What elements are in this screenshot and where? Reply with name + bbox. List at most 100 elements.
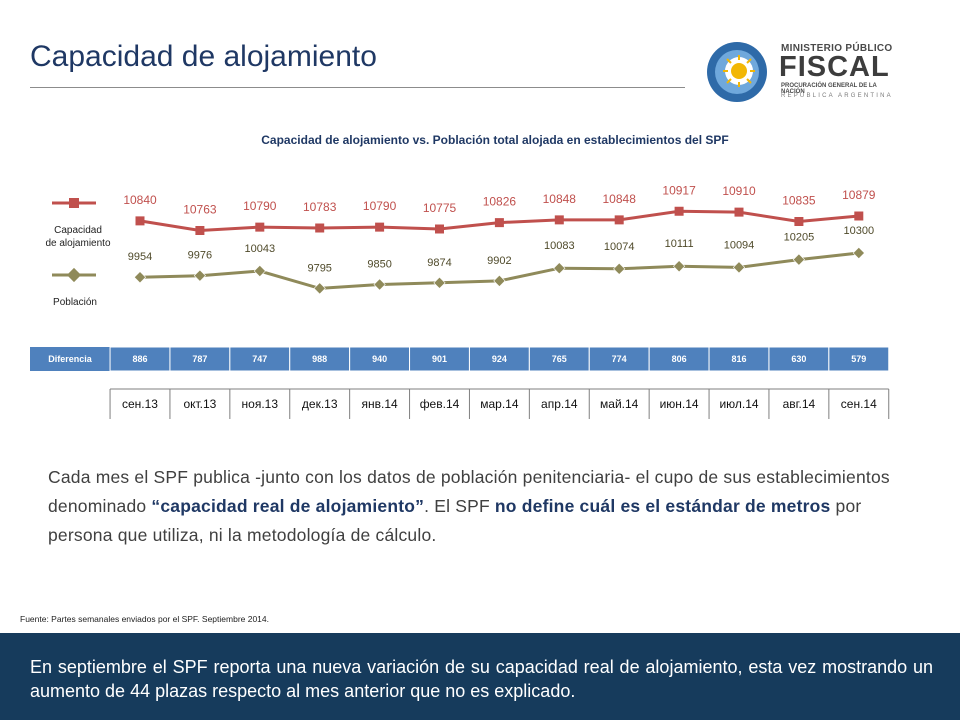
data-label: 10300	[844, 225, 875, 237]
data-label: 9954	[128, 251, 152, 263]
slide-title: Capacidad de alojamiento	[30, 40, 377, 73]
data-point	[253, 264, 266, 278]
data-point	[854, 211, 864, 221]
data-point	[673, 260, 686, 273]
summary-banner: En septiembre el SPF reporta una nueva v…	[0, 633, 960, 720]
data-point	[375, 222, 385, 232]
data-label: 10111	[665, 238, 694, 250]
data-point	[315, 223, 325, 233]
table-value: 816	[731, 354, 746, 364]
title-divider	[30, 87, 685, 88]
data-point	[852, 246, 865, 260]
paragraph-text-3: por persona que utiliza, ni la metodolog…	[48, 496, 862, 545]
data-point	[135, 216, 145, 226]
logo-line-3: PROCURACIÓN GENERAL DE LA NACIÓN	[781, 83, 877, 95]
table-cell	[349, 346, 411, 372]
data-point	[794, 217, 804, 226]
table-value: 747	[252, 354, 267, 364]
table-value: 787	[192, 354, 207, 364]
data-label: 10840	[123, 193, 157, 207]
data-point	[553, 262, 566, 275]
data-point	[613, 262, 626, 275]
data-point	[435, 224, 444, 234]
x-tick-label: фев.14	[420, 397, 460, 411]
x-tick-label: апр.14	[541, 397, 578, 411]
table-value: 630	[791, 354, 806, 364]
x-tick-label: мар.14	[480, 397, 519, 411]
data-point	[255, 222, 265, 232]
data-label: 10790	[363, 199, 397, 213]
data-label: 10790	[243, 199, 277, 213]
data-point	[433, 276, 446, 289]
data-label: 10205	[784, 232, 815, 244]
x-tick-label: июн.14	[660, 397, 699, 411]
table-row-label: Diferencia	[48, 354, 93, 364]
data-label: 10094	[724, 239, 755, 251]
paragraph-bold-1: “capacidad real de alojamiento”	[151, 496, 425, 516]
data-point	[193, 269, 206, 282]
data-label: 10783	[303, 200, 337, 214]
x-tick-label: янв.14	[362, 397, 399, 411]
data-point	[493, 274, 506, 287]
data-label: 9874	[427, 257, 451, 269]
data-point	[792, 253, 805, 266]
x-tick-label: май.14	[600, 397, 639, 411]
legend-label-poblacion: Población	[53, 297, 97, 308]
data-point	[195, 226, 205, 235]
x-tick-label: окт.13	[183, 397, 216, 411]
data-label: 10826	[483, 195, 517, 209]
data-point	[133, 271, 147, 284]
sun-emblem-icon	[707, 42, 767, 102]
ministerio-publico-fiscal-logo: MINISTERIO PÚBLICO FISCAL PROCURACIÓN GE…	[705, 40, 895, 104]
data-point	[614, 215, 624, 225]
x-tick-label: июл.14	[719, 397, 758, 411]
data-point	[732, 261, 746, 274]
chart-title: Capacidad de alojamiento vs. Población t…	[261, 133, 729, 147]
data-label: 9795	[307, 262, 331, 274]
table-value: 765	[552, 354, 567, 364]
data-label: 10074	[604, 241, 635, 253]
data-label: 10879	[842, 188, 876, 202]
logo-line-4: REPÚBLICA ARGENTINA	[781, 93, 893, 99]
data-label: 10910	[722, 184, 756, 198]
data-label: 9976	[188, 250, 212, 262]
data-point	[494, 218, 504, 228]
table-header-cell	[30, 347, 111, 371]
data-label: 9902	[487, 255, 511, 267]
x-tick-label: дек.13	[302, 397, 338, 411]
table-value: 579	[851, 354, 866, 364]
table-cell	[468, 346, 530, 372]
table-cell	[229, 346, 291, 372]
table-cell	[648, 346, 710, 372]
table-cell	[109, 346, 171, 372]
line-chart: Capacidad de alojamiento Población 10840 107…	[30, 183, 890, 419]
table-value: 988	[312, 354, 327, 364]
logo-line-1: MINISTERIO PÚBLICO	[781, 43, 893, 54]
data-point	[313, 282, 326, 295]
x-tick-label: ноя.13	[242, 397, 279, 411]
table-value: 774	[612, 354, 627, 364]
data-point	[373, 278, 386, 291]
table-cell	[768, 346, 830, 372]
data-point	[674, 206, 684, 216]
data-label: 10848	[543, 192, 577, 206]
explanation-paragraph: Cada mes el SPF publica -junto con los d…	[48, 463, 890, 550]
data-label: 10775	[423, 201, 457, 215]
data-label: 10043	[245, 243, 276, 255]
paragraph-text-2: . El SPF	[424, 496, 495, 516]
x-tick-label: сен.13	[122, 397, 158, 411]
data-label: 10917	[662, 183, 696, 197]
data-label: 10848	[603, 192, 637, 206]
banner-text: En septiembre el SPF reporta una nueva v…	[30, 657, 933, 701]
paragraph-text-1: Cada mes el SPF publica -junto con los d…	[48, 467, 890, 516]
table-value: 924	[492, 354, 507, 364]
legend-marker	[69, 198, 79, 208]
source-note: Fuente: Partes semanales enviados por el…	[20, 614, 270, 624]
table-value: 806	[672, 354, 687, 364]
data-label: 10083	[544, 240, 575, 252]
paragraph-bold-2: no define cuál es el estándar de metros	[494, 496, 831, 516]
logo-line-2: FISCAL	[779, 51, 890, 83]
data-point	[554, 215, 564, 225]
x-tick-label: сен.14	[841, 397, 877, 411]
data-point	[734, 207, 744, 217]
